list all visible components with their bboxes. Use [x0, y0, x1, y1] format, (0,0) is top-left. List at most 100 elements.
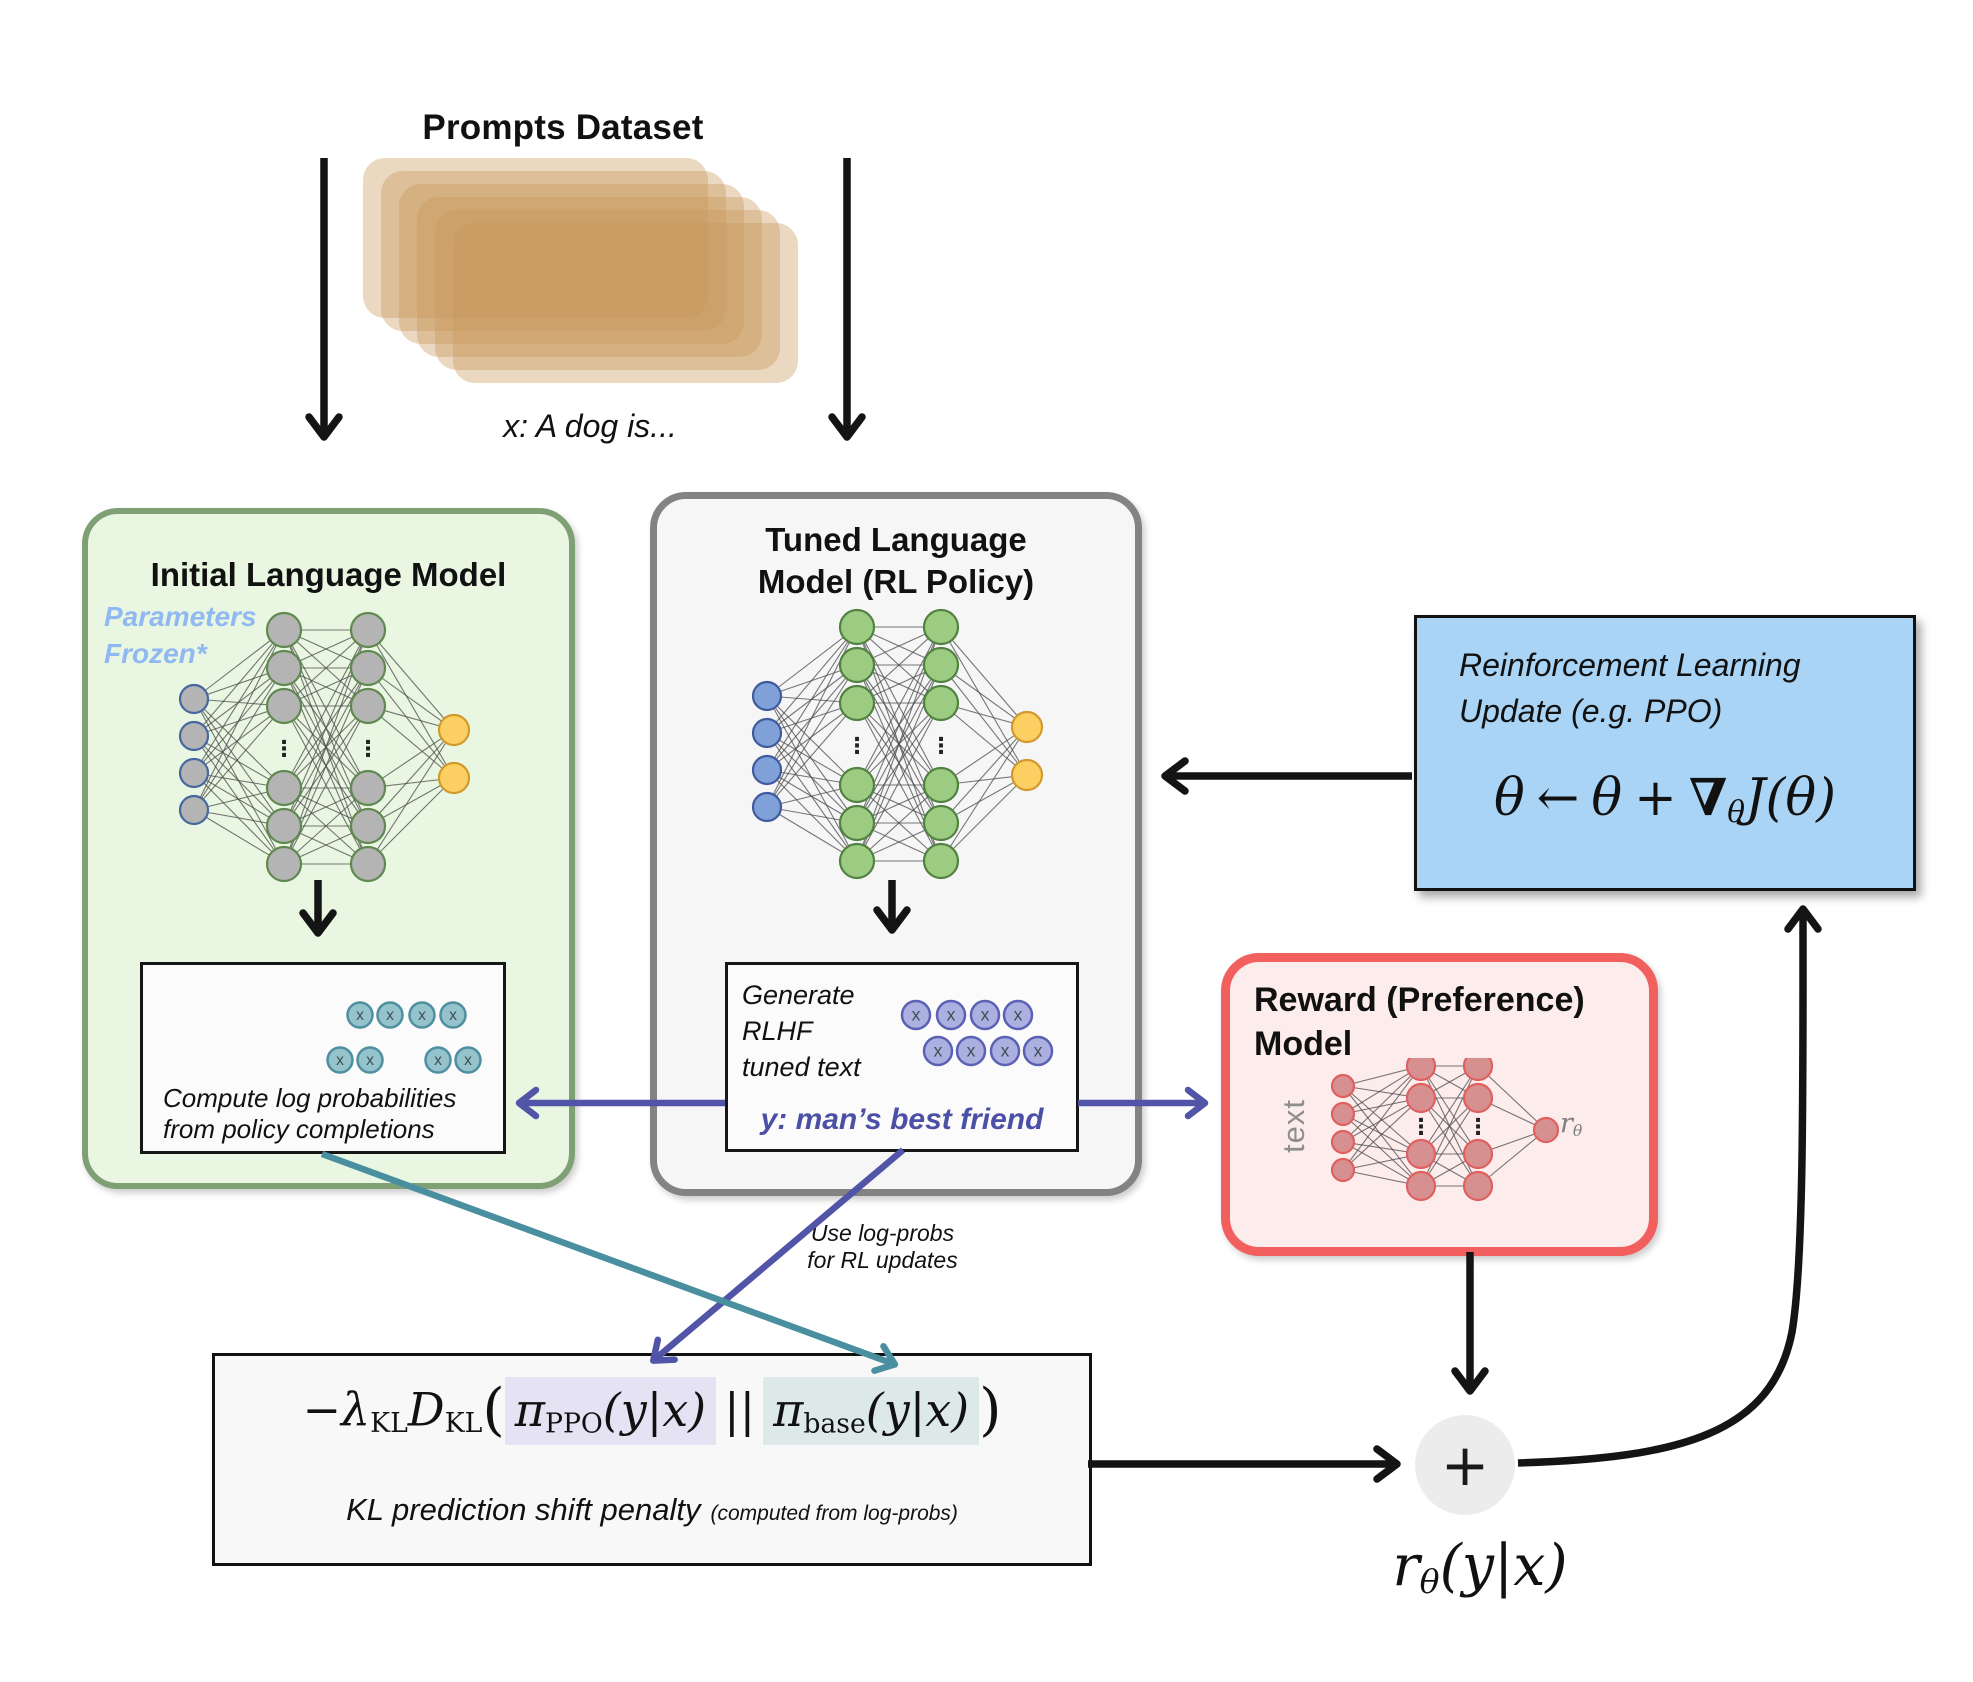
pi-base-highlight: πbase(y|x): [763, 1376, 980, 1445]
svg-text:x: x: [386, 1007, 394, 1024]
pi-base-args: (y|x): [865, 1382, 970, 1437]
tuned-model-title-line1: Tuned Language: [765, 521, 1027, 558]
svg-text:x: x: [967, 1041, 976, 1061]
reward-r-symbol: r: [1392, 1533, 1420, 1599]
logprob-caption-line2: from policy completions: [163, 1114, 435, 1144]
theta-rhs: θ: [1591, 769, 1623, 828]
svg-text:x: x: [356, 1007, 364, 1024]
svg-text:x: x: [418, 1007, 426, 1024]
tuned-model-neural-network-graphic: ⋮ ⋮: [751, 608, 1044, 880]
lambda-subscript: KL: [370, 1407, 408, 1439]
frozen-note-line1: Parameters: [104, 601, 257, 632]
rl-update-label-line2: Update (e.g. PPO): [1459, 693, 1723, 729]
svg-text:x: x: [434, 1052, 442, 1069]
reward-input-label: text: [1276, 1099, 1311, 1153]
prompt-card: [399, 184, 744, 344]
svg-text:⋮: ⋮: [273, 737, 295, 762]
reward-title-line1: Reward (Preference): [1254, 981, 1585, 1019]
svg-text:⋮: ⋮: [357, 737, 379, 762]
use-logprobs-label: Use log-probs for RL updates: [770, 1220, 995, 1274]
reward-output-formula: rθ(y|x): [1315, 1533, 1645, 1601]
svg-text:x: x: [366, 1052, 374, 1069]
tuned-model-title: Tuned Language Model (RL Policy): [657, 519, 1135, 603]
svg-text:x: x: [934, 1041, 943, 1061]
pi-base-symbol: π: [773, 1382, 804, 1437]
rl-update-formula: θ ← θ + ∇θJ(θ): [1417, 768, 1913, 829]
kl-caption-text: KL prediction shift penalty: [346, 1492, 701, 1527]
generated-tokens-graphic: x x x xx x x x: [900, 999, 1054, 1067]
pi-ppo-symbol: π: [514, 1382, 545, 1437]
assign-arrow: ←: [1536, 769, 1580, 828]
generated-output-text: y: man’s best friend: [760, 1103, 1044, 1136]
svg-text:x: x: [1014, 1005, 1023, 1025]
divergence-separator: ||: [724, 1382, 756, 1437]
svg-text:x: x: [947, 1005, 956, 1025]
prompt-card: [453, 223, 798, 383]
r-symbol: r: [1560, 1108, 1573, 1139]
kl-penalty-formula: −λKLDKL(πPPO(y|x) || πbase(y|x)): [215, 1376, 1089, 1445]
plus-op: +: [1634, 769, 1677, 828]
reward-title-line2: Model: [1254, 1025, 1353, 1063]
reward-r-args: (y|x): [1439, 1533, 1568, 1599]
generate-label-line3: tuned text: [742, 1052, 861, 1082]
initial-language-model-box: Initial Language Model Parameters Frozen…: [82, 508, 575, 1189]
svg-text:x: x: [449, 1007, 457, 1024]
svg-text:x: x: [1034, 1041, 1043, 1061]
nabla-symbol: ∇: [1688, 768, 1728, 828]
completion-tokens-graphic: x x x x x x x x: [326, 1001, 482, 1074]
prompt-example-text: x: A dog is...: [503, 408, 677, 444]
reward-model-box: Reward (Preference) Model text ⋮ ⋮ rθ: [1221, 953, 1658, 1256]
rl-update-label: Reinforcement Learning Update (e.g. PPO): [1459, 642, 1801, 734]
reward-model-neural-network-graphic: ⋮ ⋮: [1330, 1058, 1560, 1202]
svg-text:⋮: ⋮: [930, 734, 952, 759]
rl-update-box: Reinforcement Learning Update (e.g. PPO)…: [1414, 615, 1916, 891]
generate-label-line1: Generate: [742, 980, 855, 1010]
frozen-note-line2: Frozen*: [104, 638, 207, 669]
rl-update-label-line1: Reinforcement Learning: [1459, 647, 1801, 683]
prompt-card: [435, 210, 780, 370]
close-paren: ): [979, 1376, 1002, 1443]
use-logprobs-line1: Use log-probs: [810, 1220, 955, 1246]
logprob-computation-box: x x x x x x x x Compute log probabilities from …: [140, 962, 506, 1154]
tuned-model-title-line2: Model (RL Policy): [757, 563, 1035, 600]
kl-penalty-box: −λKLDKL(πPPO(y|x) || πbase(y|x)) KL predic…: [212, 1353, 1092, 1566]
svg-text:x: x: [981, 1005, 990, 1025]
reward-r-subscript: θ: [1419, 1561, 1440, 1601]
neg-lambda: −λ: [302, 1382, 371, 1437]
kl-caption-note: (computed from log-probs): [710, 1502, 958, 1525]
pi-ppo-highlight: πPPO(y|x): [504, 1376, 717, 1445]
svg-text:⋮: ⋮: [846, 734, 868, 759]
reward-model-title: Reward (Preference) Model: [1254, 978, 1585, 1066]
pi-ppo-args: (y|x): [602, 1382, 707, 1437]
reward-scalar-label: rθ: [1560, 1108, 1582, 1140]
r-subscript: θ: [1572, 1120, 1583, 1140]
tuned-language-model-box: Tuned Language Model (RL Policy) ⋮ ⋮ Gene…: [650, 492, 1142, 1196]
pi-ppo-subscript: PPO: [545, 1407, 603, 1439]
svg-text:x: x: [336, 1052, 344, 1069]
logprob-caption-line1: Compute log probabilities: [163, 1083, 457, 1113]
open-paren: (: [482, 1376, 505, 1443]
prompts-dataset-title: Prompts Dataset: [422, 108, 704, 147]
sum-node: +: [1415, 1415, 1515, 1515]
prompt-card: [363, 158, 708, 318]
prompt-card: [381, 171, 726, 331]
svg-text:x: x: [464, 1052, 472, 1069]
kl-penalty-caption: KL prediction shift penalty (computed fro…: [215, 1492, 1089, 1528]
logprob-caption: Compute log probabilities from policy co…: [163, 1083, 456, 1145]
initial-model-title: Initial Language Model: [150, 556, 507, 593]
generate-rlhf-label: Generate RLHF tuned text: [742, 977, 861, 1085]
prompts-card-stack: [363, 158, 833, 398]
generate-label-line2: RLHF: [742, 1016, 813, 1046]
prompt-card: [417, 197, 762, 357]
d-subscript: KL: [444, 1407, 483, 1439]
svg-text:x: x: [912, 1005, 921, 1025]
nabla-subscript: θ: [1727, 795, 1746, 830]
svg-text:⋮: ⋮: [1467, 1115, 1489, 1140]
theta-lhs: θ: [1493, 769, 1525, 828]
pi-base-subscript: base: [803, 1407, 866, 1439]
svg-text:⋮: ⋮: [1410, 1115, 1432, 1140]
use-logprobs-line2: for RL updates: [807, 1247, 958, 1273]
d-symbol: D: [407, 1382, 445, 1437]
